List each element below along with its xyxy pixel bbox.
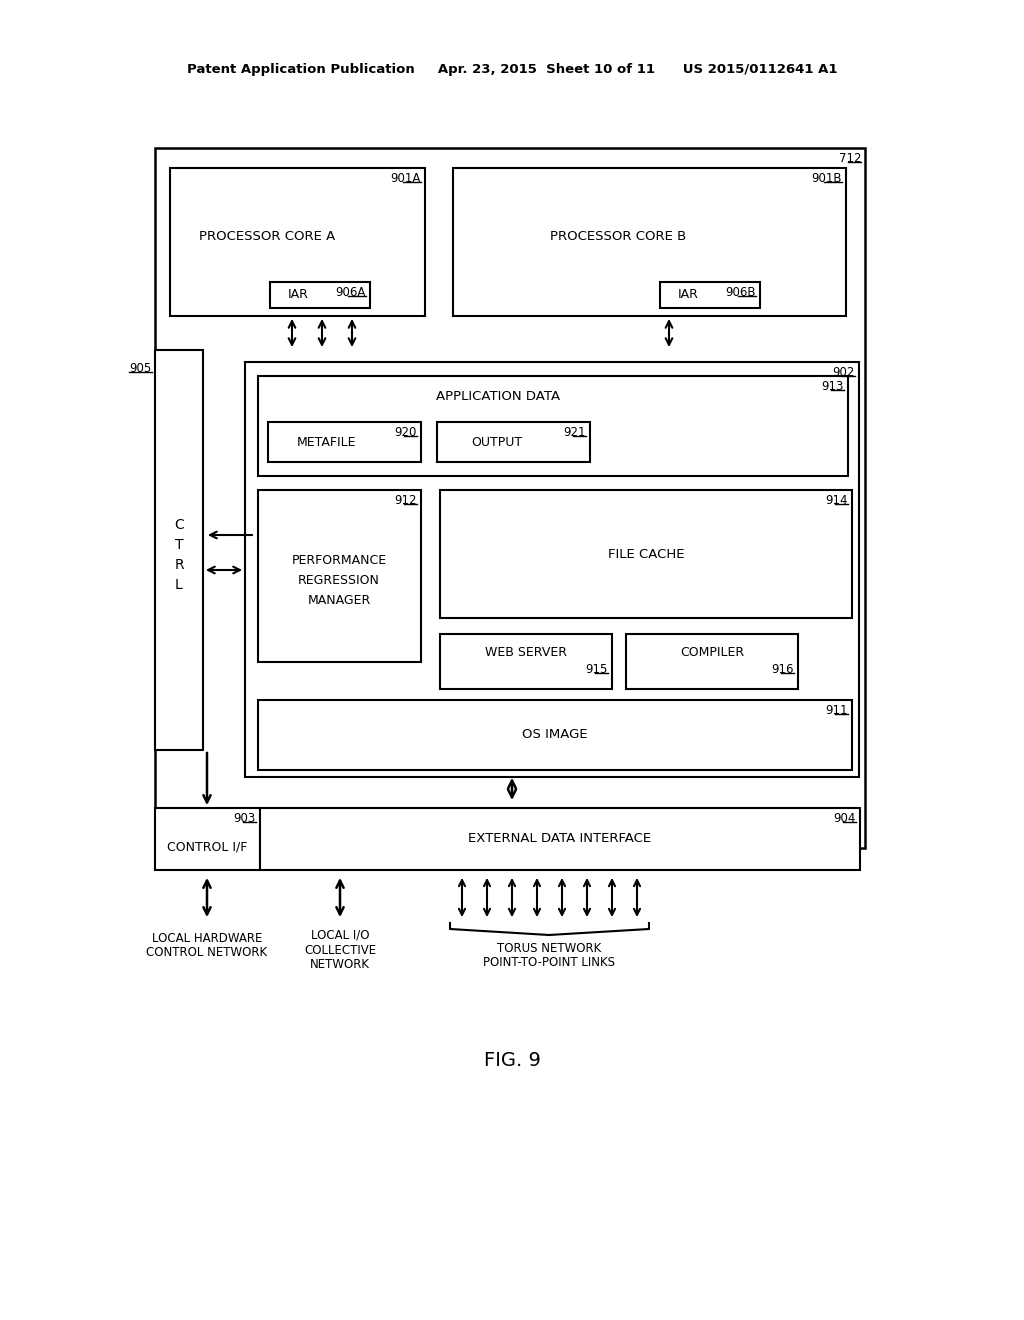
- Bar: [258, 376, 848, 477]
- Bar: [260, 808, 860, 870]
- Text: POINT-TO-POINT LINKS: POINT-TO-POINT LINKS: [483, 957, 615, 969]
- Text: PROCESSOR CORE A: PROCESSOR CORE A: [199, 230, 335, 243]
- Text: Patent Application Publication     Apr. 23, 2015  Sheet 10 of 11      US 2015/01: Patent Application Publication Apr. 23, …: [186, 63, 838, 77]
- Text: OS IMAGE: OS IMAGE: [522, 729, 588, 742]
- Text: LOCAL HARDWARE: LOCAL HARDWARE: [152, 932, 262, 945]
- Text: WEB SERVER: WEB SERVER: [485, 645, 567, 659]
- Bar: [270, 282, 370, 308]
- Text: 912: 912: [394, 494, 417, 507]
- Text: 902: 902: [833, 366, 855, 379]
- Text: C: C: [174, 517, 184, 532]
- Text: CONTROL I/F: CONTROL I/F: [167, 841, 247, 854]
- Text: 906B: 906B: [725, 286, 756, 300]
- Text: TORUS NETWORK: TORUS NETWORK: [497, 941, 601, 954]
- Text: 903: 903: [233, 812, 256, 825]
- Text: 921: 921: [563, 426, 586, 440]
- Bar: [155, 148, 865, 847]
- Text: METAFILE: METAFILE: [296, 436, 355, 449]
- Text: MANAGER: MANAGER: [307, 594, 371, 606]
- Text: CONTROL NETWORK: CONTROL NETWORK: [146, 946, 267, 960]
- Text: EXTERNAL DATA INTERFACE: EXTERNAL DATA INTERFACE: [468, 833, 651, 846]
- Bar: [258, 700, 852, 770]
- Text: PERFORMANCE: PERFORMANCE: [292, 553, 387, 566]
- Text: 913: 913: [821, 380, 844, 393]
- Text: 914: 914: [825, 494, 848, 507]
- Text: COMPILER: COMPILER: [680, 645, 744, 659]
- Text: COLLECTIVE: COLLECTIVE: [304, 944, 376, 957]
- Bar: [626, 634, 798, 689]
- Text: 905: 905: [130, 362, 152, 375]
- Text: 901A: 901A: [390, 172, 421, 185]
- Bar: [155, 808, 260, 870]
- Text: L: L: [175, 578, 183, 591]
- Bar: [440, 490, 852, 618]
- Text: R: R: [174, 558, 184, 572]
- Bar: [660, 282, 760, 308]
- Text: FIG. 9: FIG. 9: [483, 1051, 541, 1069]
- Bar: [245, 362, 859, 777]
- Text: APPLICATION DATA: APPLICATION DATA: [436, 389, 560, 403]
- Text: OUTPUT: OUTPUT: [471, 436, 522, 449]
- Text: FILE CACHE: FILE CACHE: [608, 548, 684, 561]
- Text: LOCAL I/O: LOCAL I/O: [310, 928, 370, 941]
- Bar: [453, 168, 846, 315]
- Text: 906A: 906A: [336, 286, 366, 300]
- Text: IAR: IAR: [288, 289, 308, 301]
- Bar: [155, 350, 203, 750]
- Bar: [440, 634, 612, 689]
- Bar: [437, 422, 590, 462]
- Bar: [268, 422, 421, 462]
- Text: PROCESSOR CORE B: PROCESSOR CORE B: [550, 230, 686, 243]
- Text: 901B: 901B: [811, 172, 842, 185]
- Text: NETWORK: NETWORK: [310, 958, 370, 972]
- Text: 920: 920: [394, 426, 417, 440]
- Text: T: T: [175, 539, 183, 552]
- Bar: [170, 168, 425, 315]
- Text: IAR: IAR: [678, 289, 698, 301]
- Text: 916: 916: [771, 663, 794, 676]
- Bar: [258, 490, 421, 663]
- Text: 904: 904: [834, 812, 856, 825]
- Text: 911: 911: [825, 704, 848, 717]
- Text: 712: 712: [839, 152, 861, 165]
- Text: 915: 915: [586, 663, 608, 676]
- Text: REGRESSION: REGRESSION: [298, 573, 380, 586]
